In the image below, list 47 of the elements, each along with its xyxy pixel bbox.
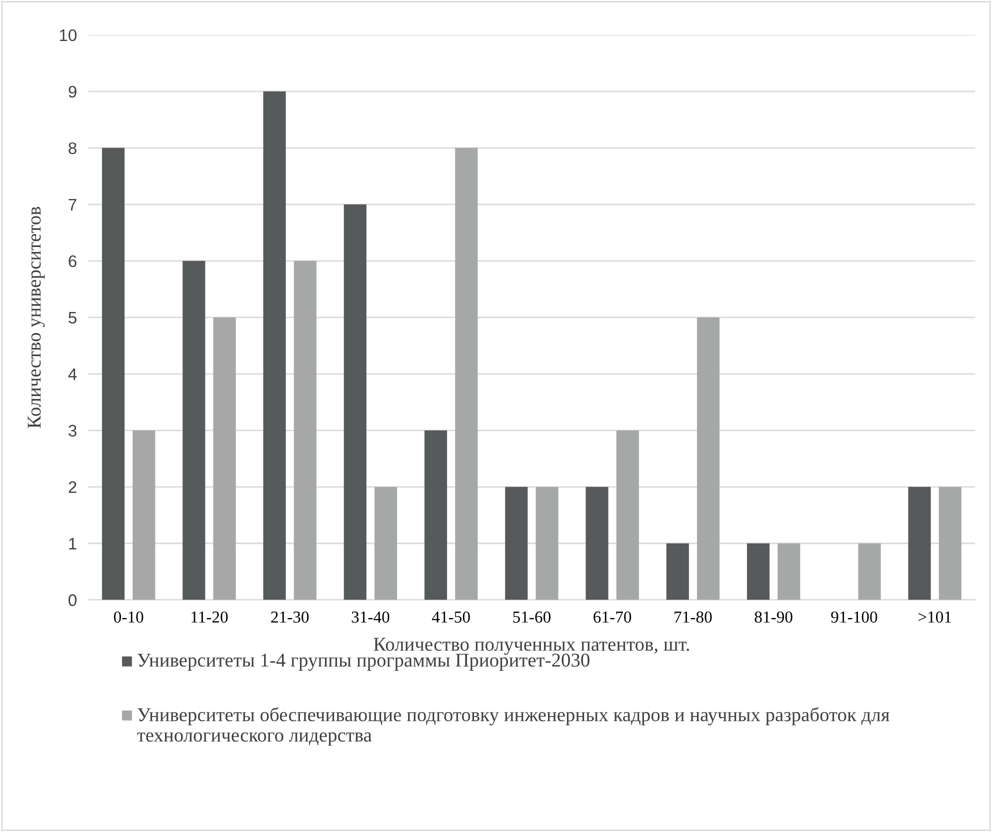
y-tick-label: 8 [68, 142, 76, 154]
x-tick-label: 0-10 [114, 611, 144, 623]
legend-label: Университеты 1-4 группы программы Приоритет-2030 [138, 654, 590, 671]
y-tick-label: 1 [69, 538, 76, 550]
y-axis-title: Количество университетов [28, 206, 45, 428]
bar [938, 486, 962, 600]
x-tick-label: 81-90 [754, 611, 792, 623]
bar [374, 486, 398, 600]
y-tick-label: 7 [68, 198, 76, 210]
legend-label: Университеты обеспечивающие подготовку инженерных кадров и научных разработок для технологического лидерства [137, 707, 890, 746]
bar [263, 91, 286, 600]
x-axis-title: Количество полученных патентов, шт. [374, 638, 690, 655]
bar [778, 543, 800, 600]
bar [505, 486, 528, 600]
x-tick-label: >101 [918, 611, 952, 623]
bar [908, 486, 931, 600]
bar [213, 317, 236, 600]
y-tick-label: 10 [60, 29, 77, 42]
bar [424, 430, 448, 600]
x-tick-label: 91-100 [831, 611, 878, 623]
y-tick-label: 2 [68, 481, 76, 493]
bar [586, 486, 608, 600]
x-tick-label: 51-60 [513, 611, 551, 623]
bar [536, 486, 558, 600]
bar [455, 148, 478, 600]
bar [616, 430, 639, 600]
y-tick-label: 6 [68, 255, 76, 268]
bar [102, 148, 125, 600]
y-tick-label: 3 [68, 424, 76, 437]
x-tick-label: 21-30 [271, 611, 309, 623]
x-tick-label: 71-80 [674, 611, 712, 623]
bar [696, 317, 720, 600]
y-tick-label: 9 [68, 86, 76, 98]
bar [132, 430, 156, 600]
bar [294, 260, 316, 600]
y-tick-label: 0 [68, 594, 77, 606]
x-tick-label: 11-20 [192, 611, 228, 623]
bar [182, 260, 206, 600]
bar [344, 204, 366, 600]
x-tick-label: 41-50 [432, 611, 470, 623]
x-tick-label: 61-70 [594, 611, 632, 623]
y-tick-label: 4 [68, 368, 77, 380]
bar [746, 543, 770, 600]
y-tick-label: 5 [68, 312, 76, 324]
bar [858, 543, 881, 600]
bar [666, 543, 689, 600]
x-tick-label: 31-40 [352, 611, 390, 623]
